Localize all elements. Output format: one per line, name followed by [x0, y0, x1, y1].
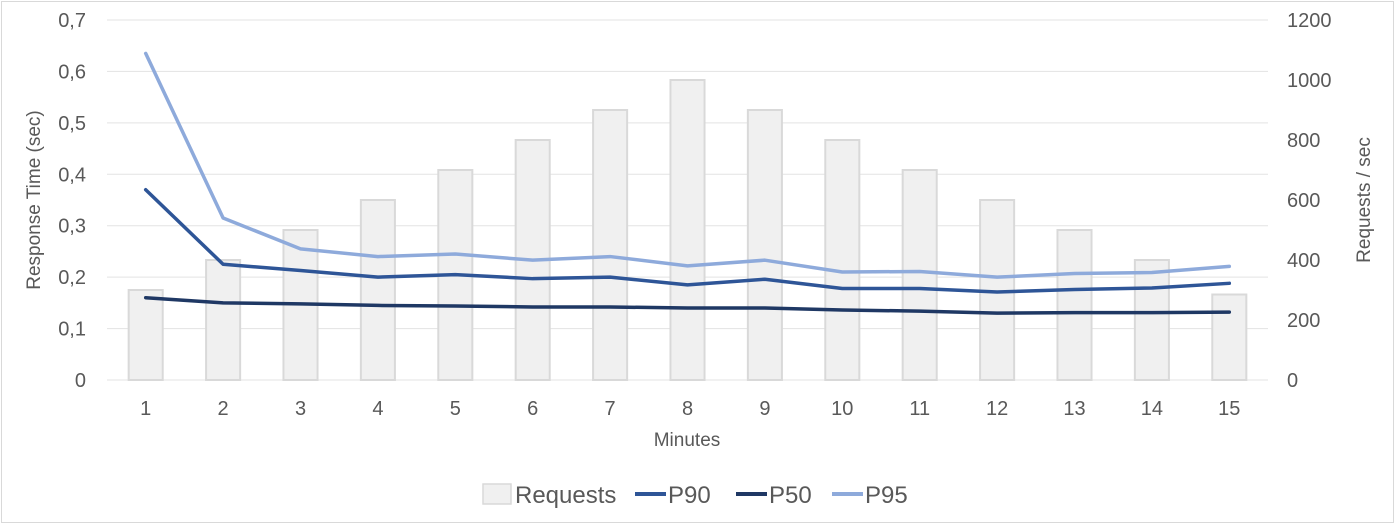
- right-tick-label: 200: [1287, 310, 1320, 332]
- right-tick-label: 400: [1287, 250, 1320, 272]
- x-tick-label: 2: [218, 398, 229, 420]
- legend-label-requests: Requests: [515, 482, 616, 509]
- left-tick-label: 0,3: [58, 216, 86, 238]
- right-tick-label: 0: [1287, 370, 1298, 392]
- x-axis-title: Minutes: [654, 430, 721, 451]
- x-tick-label: 15: [1218, 398, 1240, 420]
- right-tick-label: 1200: [1287, 10, 1332, 32]
- x-axis-ticks: 1 2 3 4 5 6 7 8 9 10 11 12 13 14 15: [140, 398, 1240, 420]
- bar-requests: [1133, 259, 1170, 381]
- legend-swatch-requests: [482, 483, 512, 505]
- bar-requests: [901, 169, 938, 381]
- bar-requests: [1211, 293, 1248, 381]
- series-lines: [143, 51, 1232, 315]
- x-tick-label: 12: [986, 398, 1008, 420]
- x-tick-label: 1: [140, 398, 151, 420]
- right-tick-label: 800: [1287, 130, 1320, 152]
- bar-requests: [592, 109, 629, 381]
- bar-requests: [669, 79, 706, 381]
- bars-requests: [127, 79, 1248, 381]
- bar-requests: [746, 109, 783, 381]
- left-tick-label: 0,7: [58, 10, 86, 32]
- legend: Requests P90 P50 P95: [482, 482, 908, 509]
- right-axis-title: Requests / sec: [1354, 137, 1375, 263]
- line-p50: [143, 295, 1232, 315]
- legend-label-p50: P50: [769, 482, 812, 509]
- left-tick-label: 0,1: [58, 319, 86, 341]
- x-tick-label: 8: [682, 398, 693, 420]
- bar-requests: [127, 289, 164, 381]
- legend-label-p95: P95: [865, 482, 908, 509]
- left-tick-label: 0: [75, 370, 86, 392]
- left-tick-label: 0,4: [58, 164, 86, 186]
- x-tick-label: 7: [605, 398, 616, 420]
- line-p90: [143, 187, 1232, 294]
- x-tick-label: 11: [909, 398, 930, 420]
- line-p95: [143, 51, 1232, 279]
- left-tick-label: 0,5: [58, 113, 86, 135]
- right-axis-ticks: 0 200 400 600 800 1000 1200: [1287, 10, 1332, 392]
- bar-requests: [359, 199, 396, 381]
- left-axis-ticks: 0 0,1 0,2 0,3 0,4 0,5 0,6 0,7: [58, 10, 86, 392]
- left-axis-title: Response Time (sec): [24, 110, 45, 290]
- right-tick-label: 1000: [1287, 70, 1332, 92]
- bar-requests: [205, 259, 242, 381]
- x-tick-label: 6: [527, 398, 538, 420]
- left-tick-label: 0,2: [58, 267, 86, 289]
- x-tick-label: 3: [295, 398, 306, 420]
- x-tick-label: 9: [759, 398, 770, 420]
- x-tick-label: 5: [450, 398, 461, 420]
- x-tick-label: 14: [1141, 398, 1163, 420]
- bar-requests: [1056, 229, 1093, 381]
- right-tick-label: 600: [1287, 190, 1320, 212]
- x-tick-label: 4: [372, 398, 383, 420]
- legend-label-p90: P90: [668, 482, 711, 509]
- left-tick-label: 0,6: [58, 61, 86, 83]
- x-tick-label: 13: [1063, 398, 1085, 420]
- x-tick-label: 10: [831, 398, 853, 420]
- bar-requests: [824, 139, 861, 381]
